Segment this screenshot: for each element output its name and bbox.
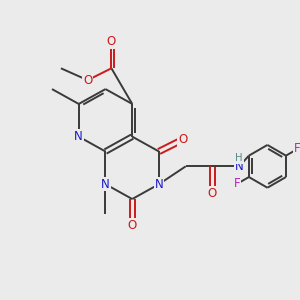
Text: O: O [208,187,217,200]
Text: F: F [294,142,300,155]
Text: O: O [83,74,92,87]
Text: O: O [128,219,137,232]
Text: N: N [74,130,83,143]
Text: H: H [236,153,243,163]
Text: F: F [234,177,241,190]
Text: N: N [101,178,110,191]
Text: O: O [178,133,188,146]
Text: O: O [107,35,116,48]
Text: N: N [235,160,244,173]
Text: N: N [154,178,163,191]
